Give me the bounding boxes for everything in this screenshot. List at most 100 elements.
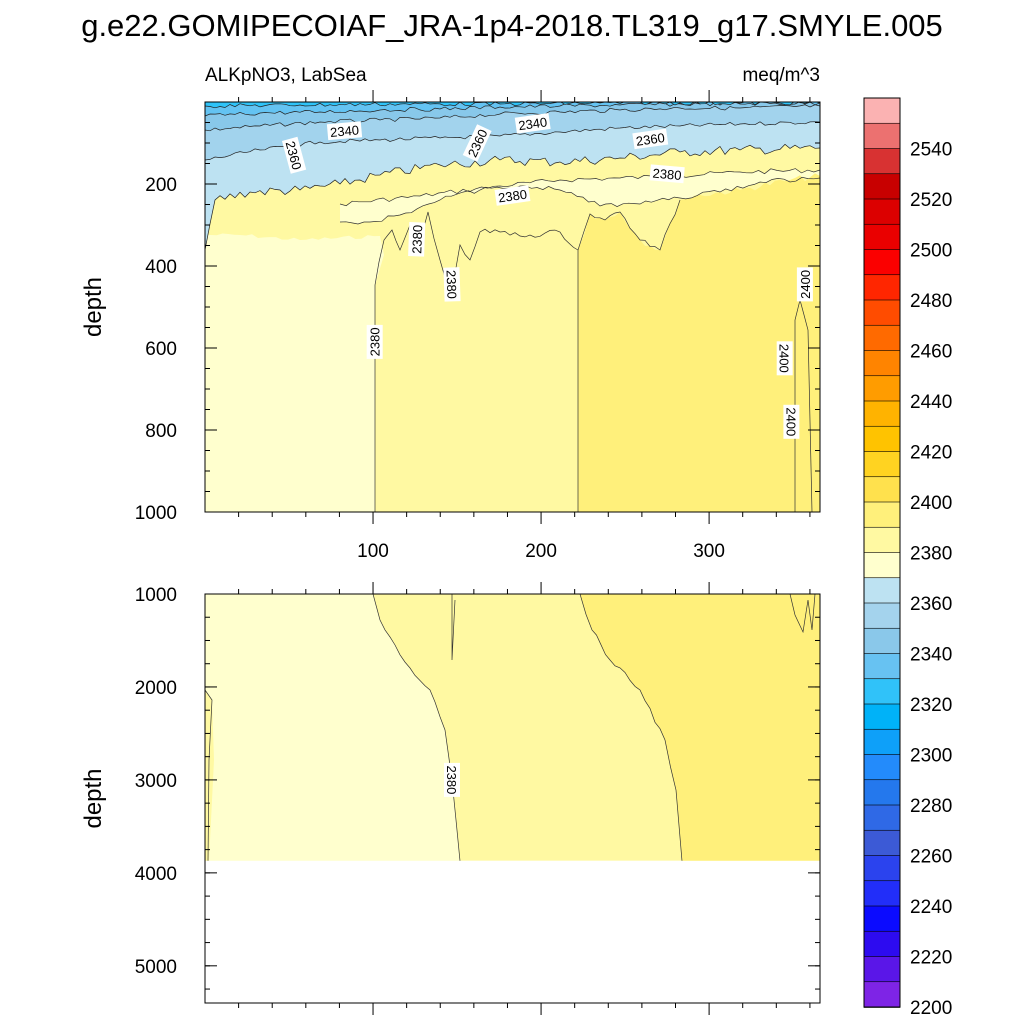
contour-line [205,143,820,251]
colorbar-swatch [863,880,901,907]
contour-label: 2360 [632,128,669,150]
contour-label-text: 2380 [652,166,682,183]
colorbar-swatch [863,122,901,150]
contour-label-box [776,341,793,376]
contour-label-box [408,222,426,257]
contour-line [205,121,820,161]
bottom-frame [204,593,821,1004]
colorbar-swatch [863,526,901,554]
colorbar-swatch [863,198,901,226]
colorbar-label: 2380 [910,544,952,565]
contour-label: 2380 [494,185,531,206]
colorbar-label: 2540 [910,140,952,161]
fill-2390-region [578,173,820,512]
contour-label-text: 2400 [777,344,792,373]
colorbar-label: 2320 [910,695,952,716]
colorbar-swatch [863,829,901,857]
contour-label-text: 2400 [783,407,798,436]
contour-label-text: 2380 [368,327,383,356]
colorbar-label: 2440 [910,392,952,413]
bottom-panel: 1000 2000 3000 4000 5000 depth 2380 [80,582,821,1015]
colorbar-swatch [863,627,901,655]
contour-line [205,102,820,109]
contour-label-box [462,124,492,162]
contour-line [205,689,213,862]
contour-label: 2380 [443,267,461,302]
colorbar-swatch [863,501,901,529]
colorbar-label: 2480 [910,291,952,312]
colorbar-swatch [863,552,901,579]
fill-2370-region [205,233,384,512]
contour-label-text: 2340 [329,122,359,139]
colorbar-label: 2500 [910,241,952,262]
y-tick-label: 2000 [135,678,177,699]
colorbar-swatch [863,981,901,1008]
x-tick-label: 300 [693,541,725,562]
colorbar-swatch [863,703,901,731]
contour-line [374,211,579,512]
y-tick-label: 1000 [135,503,177,524]
colorbar-swatch [863,905,901,933]
contour-label: 2340 [514,113,551,134]
contour-label-text: 2360 [635,130,666,149]
contour-label-box [783,404,800,439]
y-tick-label: 4000 [135,864,177,885]
contour-label: 2380 [649,164,685,184]
contour-label-box [514,113,551,134]
bottom-fill [205,594,820,1003]
colorbar-swatch [863,779,901,806]
fill-2330-band [205,102,820,116]
colorbar-swatch [863,249,901,276]
colorbar-swatch [863,299,901,327]
contour-label: 2400 [776,341,793,376]
colorbar-swatch [863,678,901,705]
fill-2380-edge [205,690,214,861]
contour-label-text: 2360 [283,140,305,172]
colorbar-swatch [863,577,901,604]
contour-line [339,176,820,225]
contour-label-text: 2380 [497,187,528,206]
colorbar-swatch [863,476,901,503]
contour-line [577,199,681,512]
contour-label-text: 2380 [444,270,460,299]
colorbar-label: 2360 [910,594,952,615]
contour-label: 2400 [796,267,813,302]
y-tick-label: 1000 [135,585,177,606]
colorbar-label: 2520 [910,190,952,211]
contour-label-text: 2400 [798,270,813,299]
contour-label-box [281,136,307,174]
contour-label-text: 2380 [409,225,425,254]
y-tick-label: 400 [145,257,177,278]
top-fill [205,102,820,512]
top-y-axis-label: depth [80,277,107,337]
colorbar-swatch [863,956,901,983]
colorbar-swatch [863,223,901,251]
colorbar-swatch [863,754,901,781]
contour-line [339,168,820,207]
contour-line [205,104,820,132]
y-tick-label: 3000 [135,771,177,792]
contour-label-box [494,185,531,206]
colorbar-swatch [863,350,901,377]
colorbar-swatch [863,602,901,630]
contour-label-box [649,164,685,184]
colorbar-swatch [863,173,901,200]
colorbar-swatch [863,804,901,832]
colorbar-label: 2280 [910,796,952,817]
subtitle-right: meq/m^3 [742,65,820,86]
colorbar-label: 2420 [910,443,952,464]
colorbar-label: 2300 [910,746,952,767]
contour-line [789,594,816,634]
contour-label: 2340 [326,121,363,141]
colorbar-label: 2260 [910,847,952,868]
colorbar-swatch [863,324,901,352]
colorbar-frame [863,97,901,1008]
colorbar-swatch [863,375,901,402]
x-tick-label: 100 [357,541,389,562]
chart-title: g.e22.GOMIPECOIAF_JRA-1p4-2018.TL319_g17… [81,8,943,43]
contour-label-box [326,121,363,141]
colorbar-swatch [863,274,901,301]
contour-line [579,594,683,862]
subtitle-left: ALKpNO3, LabSea [205,65,367,86]
